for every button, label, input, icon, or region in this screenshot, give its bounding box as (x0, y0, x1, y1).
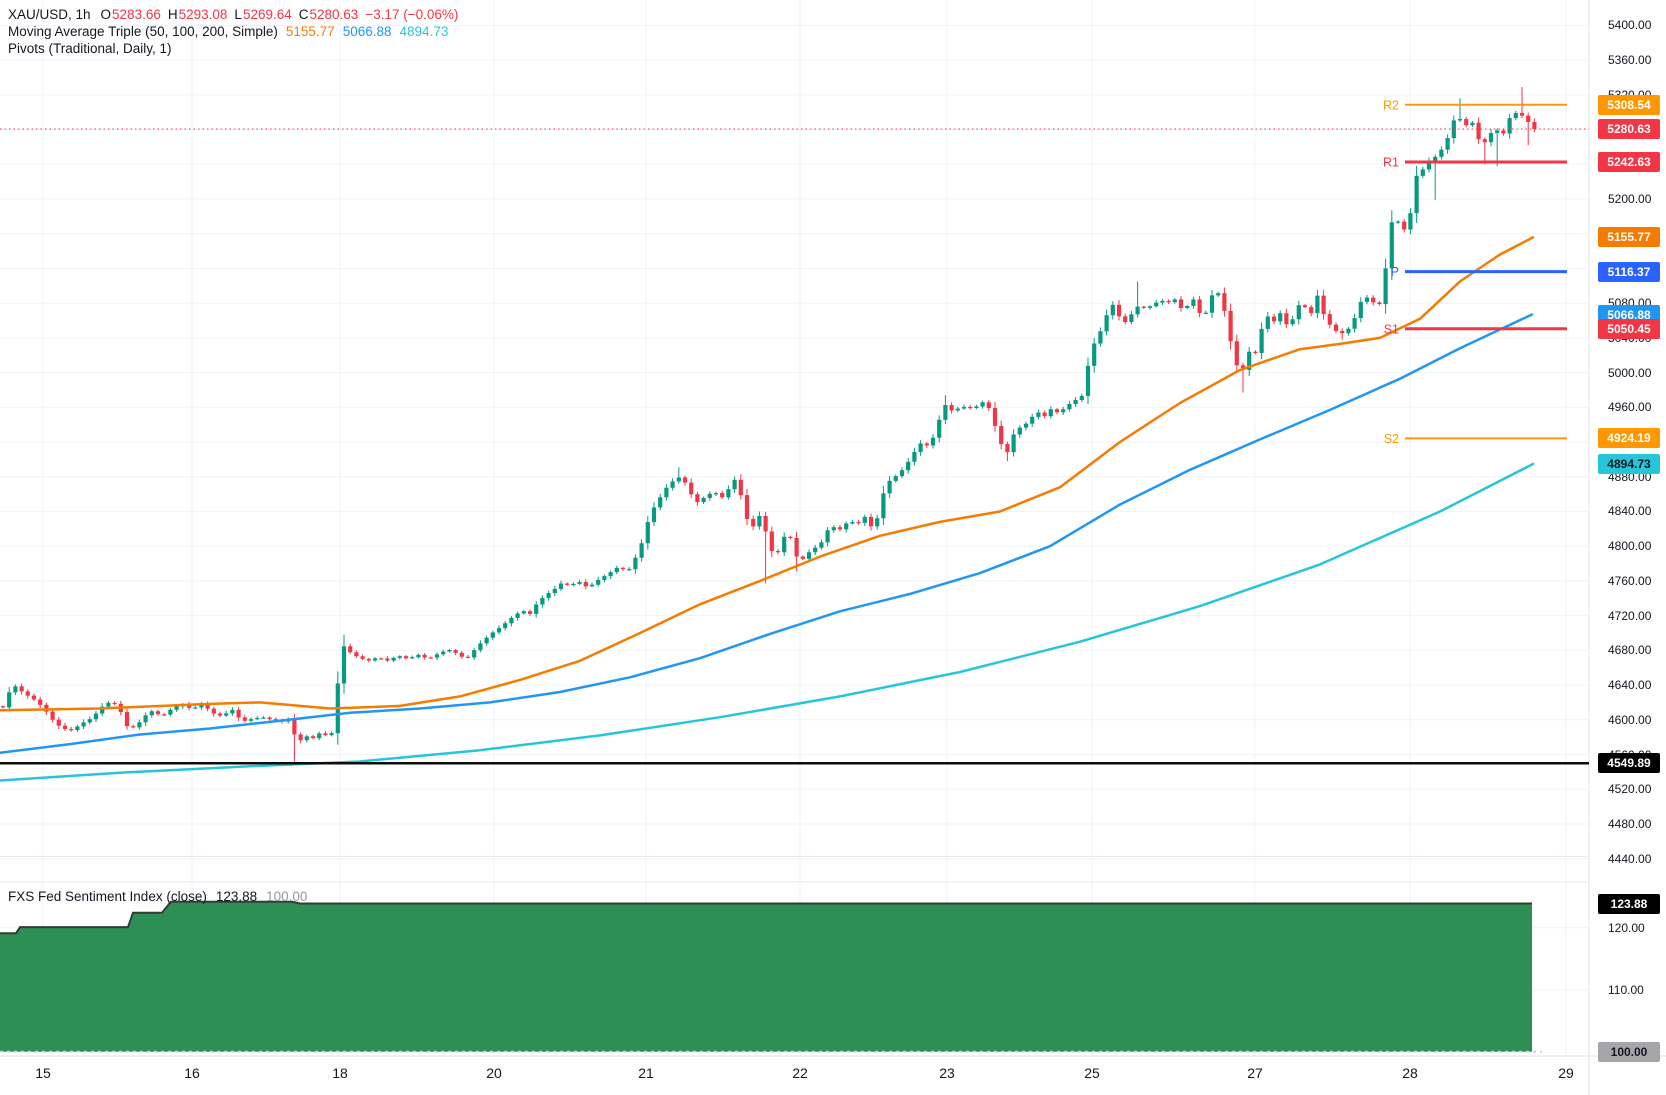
price-tick-label: 4720.00 (1608, 608, 1652, 623)
price-tick-label: 5000.00 (1608, 365, 1652, 380)
time-tick-label: 21 (638, 1065, 654, 1081)
price-badge: 5155.77 (1598, 227, 1660, 248)
open-label: O (100, 7, 112, 22)
sentiment-badge: 100.00 (1598, 1042, 1660, 1063)
price-badge: 5116.37 (1598, 261, 1660, 282)
sentiment-baseline-value: 100.00 (266, 889, 308, 904)
time-axis[interactable]: 15 16 18 20 21 22 23 25 27 28 29 (0, 1056, 1666, 1095)
price-tick-label: 4480.00 (1608, 816, 1652, 831)
sentiment-tick-label: 110.00 (1608, 983, 1644, 997)
symbol-title: XAU/USD, 1h (8, 7, 91, 22)
sma200-value: 4894.73 (399, 24, 449, 39)
price-badge: 5242.63 (1598, 151, 1660, 172)
price-badge: 5280.63 (1598, 119, 1660, 139)
price-tick-label: 4440.00 (1608, 851, 1652, 866)
pivots-legend-row[interactable]: Pivots (Traditional, Daily, 1) (8, 40, 458, 57)
price-tick-label: 5400.00 (1608, 18, 1652, 33)
main-legend: XAU/USD, 1h O5283.66 H5293.08 L5269.64 C5280… (8, 6, 458, 57)
time-tick-label: 20 (486, 1065, 502, 1081)
low-label: L (234, 7, 242, 22)
price-badge: 5308.54 (1598, 94, 1660, 115)
price-tick-label: 4600.00 (1608, 712, 1652, 727)
price-tick-label: 5200.00 (1608, 191, 1652, 206)
sentiment-legend-label: FXS Fed Sentiment Index (close) (8, 889, 207, 904)
sentiment-legend-row[interactable]: FXS Fed Sentiment Index (close) 123.88 100… (8, 888, 307, 905)
high-value: 5293.08 (178, 7, 228, 22)
ma-legend-label: Moving Average Triple (50, 100, 200, Sim… (8, 24, 278, 39)
high-label: H (167, 7, 178, 22)
change-value: −3.17 (−0.06%) (365, 7, 459, 22)
low-value: 5269.64 (242, 7, 292, 22)
sma50-value: 5155.77 (285, 24, 335, 39)
price-tick-label: 4680.00 (1608, 643, 1652, 658)
close-label: C (298, 7, 309, 22)
pivot-label-S1: S1 (1384, 322, 1399, 336)
symbol-ohlc-row[interactable]: XAU/USD, 1h O5283.66 H5293.08 L5269.64 C5280… (8, 6, 458, 23)
price-badge: 4924.19 (1598, 428, 1660, 449)
price-badge: 4549.89 (1598, 753, 1660, 774)
pivot-label-R1: R1 (1383, 155, 1399, 169)
pivot-label-R2: R2 (1383, 98, 1399, 112)
sentiment-badge: 123.88 (1598, 893, 1660, 914)
price-tick-label: 5360.00 (1608, 53, 1652, 68)
price-axis[interactable]: 5400.005360.005320.005280.005240.005200.… (1590, 0, 1666, 1095)
time-tick-label: 18 (332, 1065, 348, 1081)
time-tick-label: 16 (184, 1065, 200, 1081)
sentiment-tick-label: 120.00 (1608, 920, 1645, 935)
sma100-value: 5066.88 (342, 24, 392, 39)
price-tick-label: 4960.00 (1608, 400, 1652, 415)
time-tick-label: 27 (1247, 1065, 1263, 1081)
pivot-label-S2: S2 (1384, 432, 1399, 446)
close-value: 5280.63 (309, 7, 359, 22)
time-tick-label: 28 (1402, 1065, 1418, 1081)
price-tick-label: 4800.00 (1608, 539, 1652, 554)
sentiment-value: 123.88 (215, 889, 258, 904)
open-value: 5283.66 (112, 7, 161, 22)
pivots-legend-label: Pivots (Traditional, Daily, 1) (8, 41, 172, 56)
price-tick-label: 4520.00 (1608, 782, 1652, 797)
pivot-label-P: P (1391, 265, 1399, 279)
ma-legend-row[interactable]: Moving Average Triple (50, 100, 200, Sim… (8, 23, 458, 40)
time-tick-label: 15 (35, 1065, 51, 1081)
price-badge: 4894.73 (1598, 453, 1660, 474)
time-tick-label: 29 (1558, 1065, 1574, 1081)
price-tick-label: 4840.00 (1608, 504, 1652, 519)
price-tick-label: 4760.00 (1608, 573, 1652, 588)
time-tick-label: 23 (939, 1065, 955, 1081)
time-tick-label: 25 (1084, 1065, 1100, 1081)
price-badge: 5050.45 (1598, 318, 1660, 339)
price-tick-label: 4640.00 (1608, 678, 1652, 693)
time-tick-label: 22 (792, 1065, 808, 1081)
